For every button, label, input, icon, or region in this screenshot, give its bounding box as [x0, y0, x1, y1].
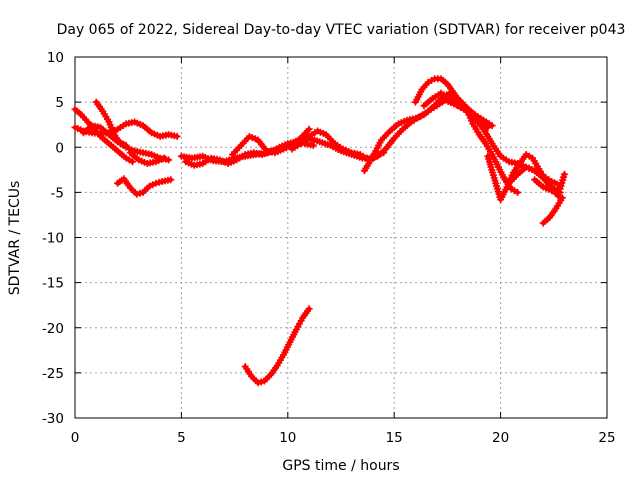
y-tick-label: 0 — [55, 140, 64, 156]
series-markers — [241, 305, 313, 387]
series-markers — [412, 75, 522, 196]
series-markers — [229, 125, 313, 158]
series-s6 — [126, 149, 168, 167]
series-s17 — [539, 194, 566, 227]
y-tick-label: -20 — [42, 321, 64, 337]
x-tick-label: 15 — [386, 430, 403, 446]
series-line — [72, 107, 135, 164]
y-tick-label: 5 — [55, 95, 64, 111]
series-markers — [531, 170, 568, 195]
y-tick-label: -10 — [42, 231, 64, 247]
y-tick-label: 10 — [47, 50, 64, 66]
series-s18 — [241, 305, 313, 387]
x-tick-label: 10 — [279, 430, 296, 446]
x-tick-label: 20 — [492, 430, 509, 446]
y-tick-label: -5 — [51, 185, 64, 201]
series-line — [242, 306, 312, 386]
chart-title: Day 065 of 2022, Sidereal Day-to-day VTE… — [57, 22, 626, 38]
y-tick-label: -25 — [42, 366, 64, 382]
series-s12 — [412, 75, 522, 196]
data-series — [71, 75, 568, 387]
y-axis-label: SDTVAR / TECUs — [7, 181, 23, 296]
series-markers — [539, 194, 566, 227]
y-tick-label: -15 — [42, 276, 64, 292]
series-markers — [114, 175, 175, 198]
series-s5 — [114, 175, 175, 198]
x-tick-label: 5 — [177, 430, 186, 446]
series-s9 — [229, 125, 313, 158]
series-s16 — [531, 170, 568, 195]
series-s4 — [92, 98, 130, 149]
x-tick-label: 25 — [598, 430, 615, 446]
series-markers — [126, 149, 168, 167]
grid-lines — [75, 57, 607, 418]
axis-ticks: 0 5 10 15 20 25 10 5 0 -5 -10 -15 -20 -25 -30 — [42, 50, 616, 446]
y-tick-label: -30 — [42, 411, 64, 427]
series-markers — [505, 163, 564, 189]
series-markers — [92, 98, 130, 149]
x-tick-label: 0 — [71, 430, 80, 446]
series-s15 — [505, 163, 564, 189]
x-axis-label: GPS time / hours — [282, 458, 399, 474]
